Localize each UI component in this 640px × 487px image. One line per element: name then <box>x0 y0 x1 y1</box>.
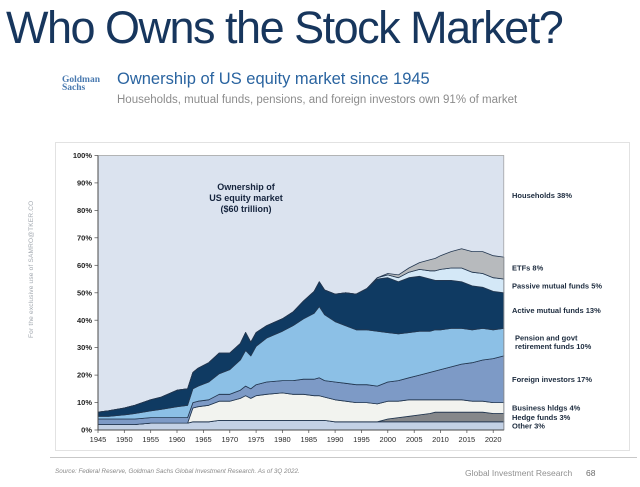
y-tick-label: 50% <box>77 288 92 297</box>
x-tick-label: 1975 <box>248 435 265 444</box>
x-tick-label: 1985 <box>300 435 317 444</box>
x-tick-label: 2020 <box>485 435 502 444</box>
y-tick-label: 70% <box>77 233 92 242</box>
series-label-hedge-funds: Hedge funds 3% <box>512 413 571 422</box>
chart-subheading: Households, mutual funds, pensions, and … <box>117 94 518 106</box>
series-label-pension-funds: Pension and govt <box>515 334 578 343</box>
x-tick-label: 1970 <box>221 435 238 444</box>
series-label-pension-funds: retirement funds 10% <box>515 342 592 351</box>
series-label-households: Households 38% <box>512 191 572 200</box>
x-tick-label: 1950 <box>116 435 133 444</box>
chart-annotation: Ownership of <box>217 182 276 192</box>
ownership-stacked-area-chart: 0% 10% 20% 30% 40% 50% 60% 70% 80% 90% 100% 1945 195… <box>73 151 603 444</box>
x-tick-label: 1980 <box>274 435 291 444</box>
x-tick-label: 2010 <box>432 435 449 444</box>
y-tick-label: 30% <box>77 343 92 352</box>
logo-line-2: Sachs <box>62 83 86 93</box>
x-tick-label: 2005 <box>406 435 423 444</box>
logo-line-1: Goldman <box>62 75 101 85</box>
footer-divider <box>50 457 637 458</box>
chart-annotation: US equity market <box>209 193 283 203</box>
footer-division: Global Investment Research <box>465 468 573 478</box>
y-tick-label: 10% <box>77 398 92 407</box>
x-tick-label: 1995 <box>353 435 370 444</box>
y-tick-label: 80% <box>77 206 92 215</box>
x-tick-label: 2000 <box>379 435 396 444</box>
x-tick-label: 1945 <box>90 435 107 444</box>
x-tick-label: 1960 <box>169 435 186 444</box>
series-label-active-mutual-funds: Active mutual funds 13% <box>512 306 601 315</box>
page-title: Who Owns the Stock Market? <box>6 2 564 53</box>
series-label-business-holdings: Business hldgs 4% <box>512 404 581 413</box>
chart-annotation: ($60 trillion) <box>220 204 271 214</box>
series-label-passive-mutual-funds: Passive mutual funds 5% <box>512 282 602 291</box>
series-label-foreign-investors: Foreign investors 17% <box>512 375 592 384</box>
x-tick-label: 2015 <box>459 435 476 444</box>
page-number: 68 <box>586 468 596 478</box>
y-tick-label: 40% <box>77 316 92 325</box>
goldman-sachs-logo: Goldman Sachs <box>62 75 112 93</box>
chart-heading: Ownership of US equity market since 1945 <box>117 70 430 88</box>
y-tick-label: 0% <box>81 426 92 435</box>
source-note: Source: Federal Reserve, Goldman Sachs G… <box>55 468 300 475</box>
x-tick-label: 1965 <box>195 435 212 444</box>
chart-panel: 0% 10% 20% 30% 40% 50% 60% 70% 80% 90% 100% 1945 195… <box>55 142 630 451</box>
series-label-etfs: ETFs 8% <box>512 264 544 273</box>
y-tick-label: 60% <box>77 261 92 270</box>
series-label-other: Other 3% <box>512 422 545 431</box>
x-tick-label: 1955 <box>142 435 159 444</box>
y-tick-label: 90% <box>77 179 92 188</box>
x-tick-label: 1990 <box>327 435 344 444</box>
y-tick-label: 100% <box>73 151 93 160</box>
chart-titles: Ownership of US equity market since 1945… <box>117 70 597 106</box>
watermark: For the exclusive use of SAMRO@TKER.CO <box>28 200 35 338</box>
y-tick-label: 20% <box>77 371 92 380</box>
